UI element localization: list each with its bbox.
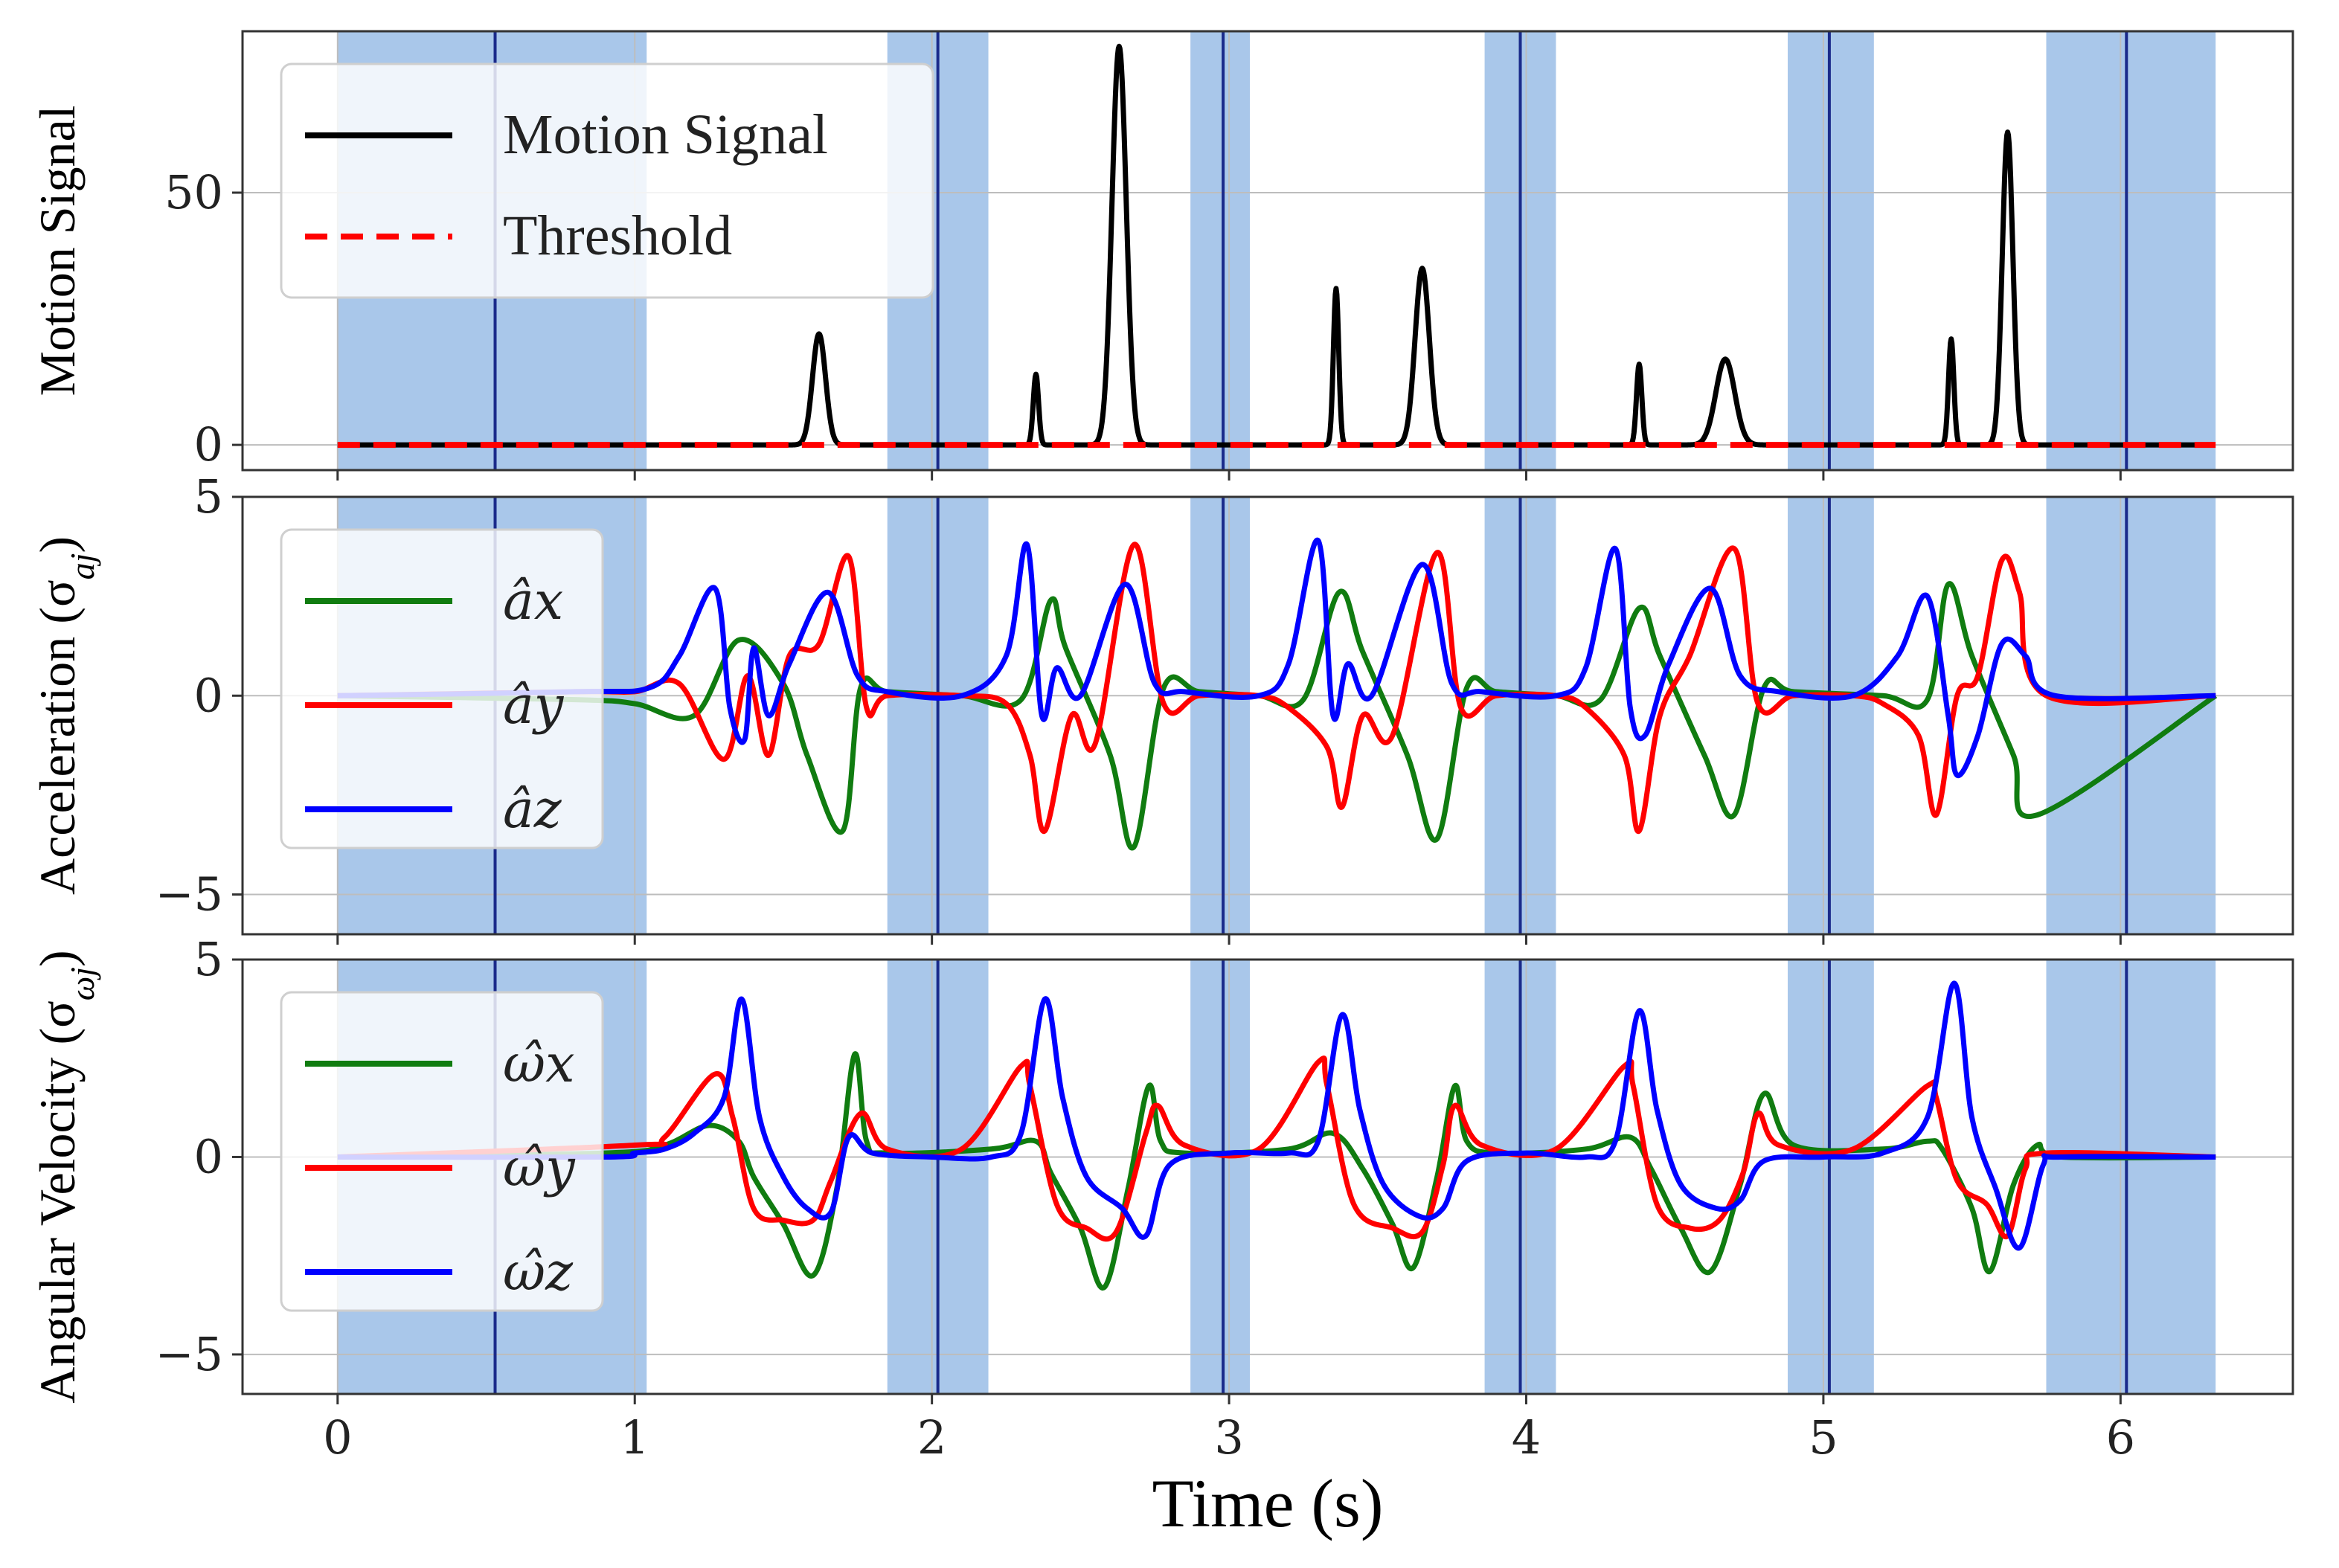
series-z <box>337 980 2216 1251</box>
series-z <box>337 537 2216 778</box>
legend-label: âz <box>503 779 562 840</box>
y-tick-label: 0 <box>194 668 223 722</box>
legend: Motion Signal Threshold <box>280 62 934 299</box>
y-axis-label: Motion Signal <box>29 105 86 396</box>
y-tick-label: −5 <box>155 1327 223 1381</box>
legend-label: âx <box>503 571 563 632</box>
legend-box <box>280 62 934 299</box>
x-tick-label: 4 <box>1512 1410 1541 1465</box>
x-tick-label: 3 <box>1214 1410 1243 1465</box>
y-tick-label: 5 <box>194 469 223 524</box>
shaded-interval <box>2046 960 2216 1394</box>
x-tick-label: 6 <box>2106 1410 2135 1465</box>
legend-box <box>280 991 604 1312</box>
y-tick-label: 0 <box>194 1129 223 1183</box>
x-axis-label: Time (s) <box>1152 1465 1384 1541</box>
y-tick-label: 0 <box>194 417 223 472</box>
legend: âx ây âz <box>280 528 604 849</box>
shaded-interval <box>1190 497 1251 934</box>
y-axis-label: Acceleration (σaj) <box>29 536 101 895</box>
shaded-interval <box>1190 960 1251 1394</box>
legend-label: ω̂y <box>503 1137 576 1198</box>
y-tick-label: −5 <box>155 867 223 922</box>
series-y <box>337 1055 2216 1242</box>
y-axis-label: Angular Velocity (σωj) <box>29 950 101 1403</box>
y-tick-label: 50 <box>164 165 223 219</box>
shaded-interval <box>2046 31 2216 470</box>
plot-frame <box>241 958 2294 1395</box>
legend-box <box>280 528 604 849</box>
legend-label: Motion Signal <box>503 103 828 166</box>
legend: ω̂x ω̂y ω̂z <box>280 991 604 1312</box>
panel-3: −5 0 5 Angular Velocity (σωj) ω̂x ω̂y ω̂z <box>29 932 2294 1404</box>
x-tick-label: 2 <box>917 1410 946 1465</box>
panel-1: 0 50 Motion Signal Motion Signal Threshold <box>29 30 2294 481</box>
plot-frame <box>241 30 2294 472</box>
y-tick-label: 5 <box>194 932 223 986</box>
legend-label: ω̂x <box>503 1033 575 1094</box>
x-tick-label: 1 <box>620 1410 649 1465</box>
series-y <box>337 542 2216 834</box>
x-tick-label: 0 <box>323 1410 352 1465</box>
series-x <box>337 581 2218 851</box>
legend-label: ây <box>503 675 565 736</box>
plot-frame <box>241 495 2294 936</box>
x-tick-label: 5 <box>1809 1410 1838 1465</box>
shaded-interval <box>1190 31 1251 470</box>
legend-label: ω̂z <box>503 1241 574 1302</box>
panel-2: −5 0 5 Acceleration (σaj) âx ây âz <box>29 469 2294 945</box>
legend-label: Threshold <box>503 205 732 267</box>
